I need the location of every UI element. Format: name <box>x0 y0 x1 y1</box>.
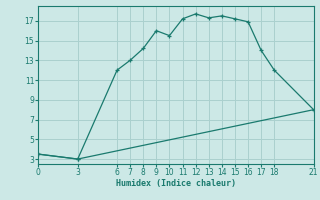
X-axis label: Humidex (Indice chaleur): Humidex (Indice chaleur) <box>116 179 236 188</box>
